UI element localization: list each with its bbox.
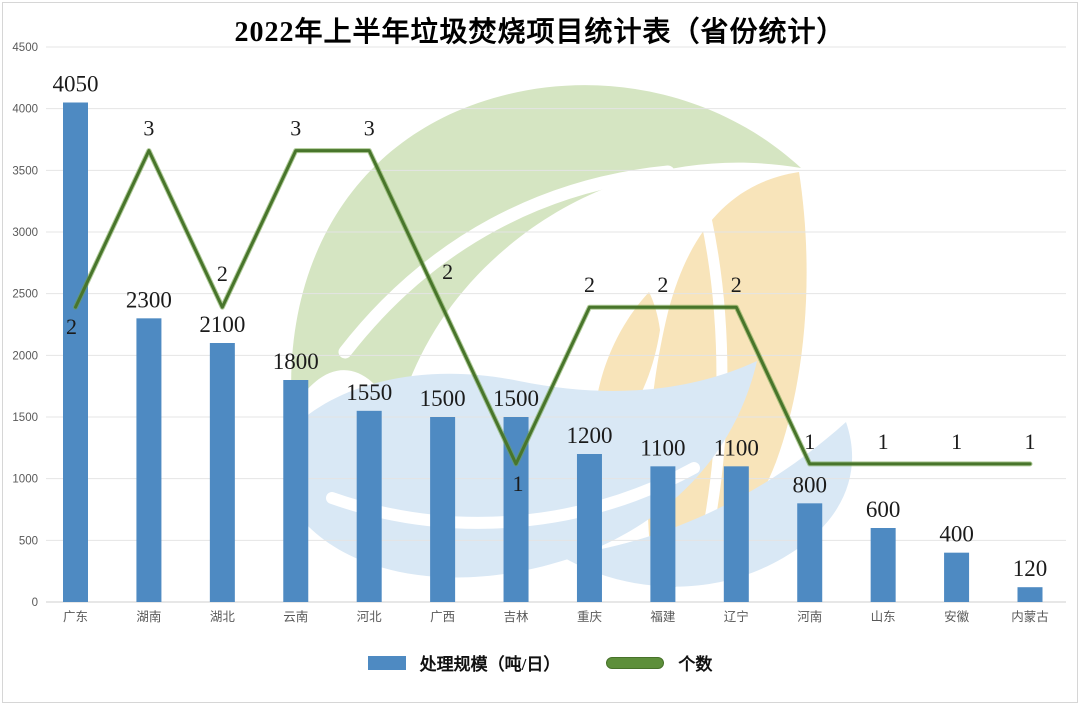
axis-labels: 0 500 1000 1500 2000 2500 3000 3500 4000 4500 广东 湖南… [12,42,1048,624]
bar-value-label: 2300 [126,287,172,312]
x-axis-category-label: 广西 [430,610,455,624]
y-axis-tick-label: 1000 [12,474,38,486]
count-value-label: 2 [217,261,228,286]
x-axis-category-label: 辽宁 [724,609,749,624]
y-axis-tick-label: 0 [32,597,38,609]
bar-value-label: 120 [1013,556,1048,581]
bar-value-label: 1100 [714,435,759,460]
x-axis-category-label: 河南 [797,609,822,624]
x-axis-category-label: 福建 [650,609,676,624]
legend: 处理规模（吨/日） 个数 [0,650,1080,675]
count-line [74,149,1032,466]
bar [209,343,235,602]
legend-item-bar: 处理规模（吨/日） [367,650,561,675]
y-axis-tick-label: 3000 [12,227,38,239]
watermark-green-leaf [291,85,801,418]
count-value-label: 1 [804,429,815,454]
line-swatch-icon [606,656,665,669]
bar-value-label: 600 [866,497,901,522]
bar-value-label: 2100 [199,312,245,337]
x-axis-category-label: 云南 [283,609,308,624]
bar-value-label: 1550 [346,380,392,405]
line-series [73,148,1033,467]
y-axis-tick-label: 3500 [12,165,38,177]
legend-bar-label: 处理规模（吨/日） [419,655,561,674]
count-value-label: 3 [143,116,154,141]
bar-value-label: 400 [939,522,974,547]
y-axis-tick-label: 500 [19,535,38,547]
x-axis-category-label: 湖北 [210,609,236,624]
bar [797,503,823,602]
bar-value-label: 4050 [53,72,99,97]
bar [723,466,749,602]
x-axis-category-label: 吉林 [504,610,530,624]
y-axis-tick-label: 4500 [12,42,38,54]
bar [430,417,456,602]
count-value-label: 2 [584,272,595,297]
count-value-label: 2 [66,314,77,339]
x-axis-category-label: 山东 [871,610,896,624]
bar [356,410,382,602]
y-axis-tick-label: 2500 [12,289,38,301]
count-value-label: 1 [951,429,962,454]
x-axis-category-label: 安徽 [944,609,970,624]
x-axis-category-label: 湖南 [136,609,161,624]
bar-value-label: 1200 [566,423,612,448]
bar [650,466,676,602]
count-value-label: 3 [290,116,301,141]
count-value-label: 1 [513,471,524,496]
y-axis-tick-label: 2000 [12,350,38,362]
legend-line-label: 个数 [678,655,713,674]
y-axis-tick-label: 4000 [12,104,38,116]
x-axis-category-label: 内蒙古 [1011,609,1049,624]
bar-value-label: 800 [792,472,827,497]
count-value-label: 1 [1025,429,1036,454]
count-value-label: 1 [878,429,889,454]
bar-value-label: 1800 [273,349,319,374]
bar [870,528,896,602]
bar-value-label: 1500 [420,386,466,411]
bar-value-label: 1500 [493,386,539,411]
count-value-label: 3 [364,116,375,141]
y-axis-tick-label: 1500 [12,412,38,424]
x-axis-category-label: 河北 [357,610,383,624]
count-value-label: 2 [657,272,668,297]
count-value-label: 2 [442,259,453,284]
bar [63,102,88,602]
count-value-label: 2 [731,272,742,297]
x-axis-category-label: 重庆 [577,609,603,624]
x-axis-category-label: 广东 [63,610,88,624]
bar-swatch-icon [367,655,406,670]
bar [576,454,602,602]
legend-item-line: 个数 [606,650,712,675]
chart-title: 2022年上半年垃圾焚烧项目统计表（省份统计） [234,17,846,48]
bar [283,380,309,602]
bar-value-label: 1100 [640,435,685,460]
watermark-green-vein [338,165,675,359]
bar [136,318,162,602]
watermark-blue-tail [561,422,853,587]
bar [1017,587,1043,602]
bar [944,552,970,602]
